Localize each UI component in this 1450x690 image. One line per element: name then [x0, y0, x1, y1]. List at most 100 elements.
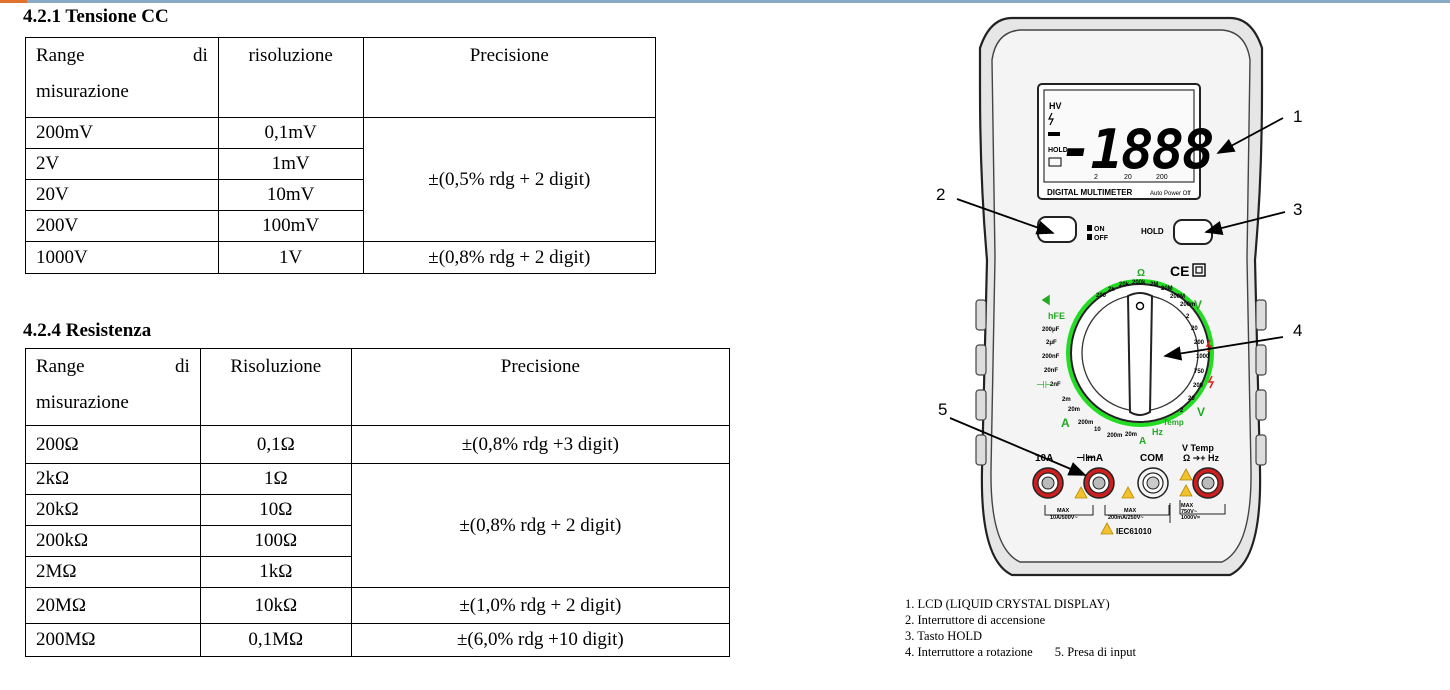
lcd-digits: -1888 [1060, 118, 1213, 181]
cell-range: 200kΩ [25, 525, 201, 557]
header-line [27, 0, 1450, 3]
current-ua-icon: A [1139, 436, 1146, 447]
max-10a-2: 10A/500V~ [1050, 515, 1078, 521]
jack-label-vsym: Ω ➔+ Hz [1183, 453, 1220, 463]
leader-1 [1216, 117, 1284, 154]
table-row: 200MΩ 0,1MΩ ±(6,0% rdg +10 digit) [25, 623, 731, 657]
callout-4: 4 [1293, 321, 1302, 340]
cell-precision: ±(6,0% rdg +10 digit) [350, 623, 731, 657]
cell-range: 2kΩ [25, 463, 201, 495]
dial-c2n: 2nF [1050, 382, 1061, 388]
dial-m20m: 20m [1125, 432, 1137, 438]
jack-label-com: COM [1140, 453, 1163, 464]
dial-200k: 200k [1132, 280, 1146, 286]
dial-20M: 20M [1161, 286, 1173, 292]
dial-c20n: 20nF [1044, 368, 1058, 374]
header-range: Range di misurazione [25, 37, 219, 118]
dial-c200n: 200nF [1042, 354, 1060, 360]
dial-dcv-200: 200 [1194, 340, 1205, 346]
callout-3: 3 [1293, 200, 1302, 219]
diode-icon [1041, 294, 1050, 306]
header-precision: Precisione [362, 37, 657, 118]
lcd-screen [1043, 89, 1195, 183]
dial-2m: 2m [1062, 397, 1071, 403]
hv-bolt-icon [1048, 112, 1054, 126]
legend-line-1: 1. LCD (LIQUID CRYSTAL DISPLAY) [905, 597, 1110, 611]
leader-2 [956, 198, 1055, 235]
dial-c2u: 2μF [1046, 340, 1057, 346]
dial-20m: 20m [1068, 407, 1080, 413]
table-row: 20V 10mV [25, 179, 656, 211]
cell-range: 2V [25, 148, 219, 180]
dial-hz: Hz [1152, 427, 1163, 437]
cell-precision: ±(0,8% rdg + 2 digit) [362, 241, 657, 274]
cell-range: 2MΩ [25, 556, 201, 588]
hold-indicator: HOLD [1048, 147, 1068, 154]
auto-off-text: Auto Power Off [1150, 191, 1191, 197]
legend-item-5: 5. Presa di input [1054, 645, 1136, 659]
lcd-scale-20: 20 [1124, 174, 1132, 181]
max-v-3: 1000V= [1181, 515, 1200, 521]
cell-resolution: 0,1Ω [199, 425, 352, 464]
max-ma-2: 200mA/250V~ [1108, 515, 1144, 521]
legend-item-4: 4. Interruttore a rotazione [905, 645, 1033, 659]
dial-2k: 2k [1108, 287, 1115, 293]
callout-5: 5 [938, 400, 947, 419]
cell-range: 200V [25, 210, 219, 242]
callout-1: 1 [1293, 107, 1302, 126]
cell-precision: ±(0,8% rdg + 2 digit) [350, 463, 731, 588]
jack-label-ma: mA [1087, 453, 1103, 464]
standard-label: IEC61010 [1116, 527, 1152, 536]
capacitor-icon: ⊣⊢ [1036, 380, 1053, 391]
danger-bolt-icon-2 [1207, 375, 1215, 389]
dial-knob-grip[interactable] [1126, 292, 1154, 416]
cell-resolution: 0,1MΩ [199, 623, 352, 657]
callout-2: 2 [936, 185, 945, 204]
cell-range: 20V [25, 179, 219, 211]
legend-line-2: 2. Interruttore di accensione [905, 613, 1046, 627]
dial-20k: 20k [1119, 282, 1130, 288]
dial-dcv-200m: 200m [1180, 302, 1195, 308]
ce-mark: CE [1170, 263, 1189, 279]
cell-precision: ±(0,5% rdg + 2 digit) [362, 117, 657, 242]
header-rule [0, 0, 1450, 3]
capacitor-symbol: ⊣⊢ [1076, 453, 1094, 464]
dial-acv-2: 2 [1180, 408, 1184, 414]
table-row: 2kΩ 1Ω ±(0,8% rdg + 2 digit) [25, 463, 731, 588]
dial-a10: 10 [1094, 427, 1101, 433]
lcd-scale-2: 2 [1094, 174, 1098, 181]
dial-hfe: hFE [1048, 311, 1065, 321]
dial-dcv-2: 2 [1186, 314, 1190, 320]
leader-3 [1204, 211, 1286, 236]
cell-range: 20kΩ [25, 494, 201, 526]
on-label: ON [1094, 226, 1105, 233]
dial-dcv-20: 20 [1191, 326, 1198, 332]
minus-segment [1048, 132, 1060, 136]
warning-icons [1074, 468, 1193, 535]
jack-com[interactable] [1137, 467, 1169, 499]
table-row: 200kΩ 100Ω [25, 525, 730, 557]
jack-v[interactable] [1192, 467, 1224, 499]
dial-200M: 200M [1170, 294, 1185, 300]
dial-a200m: 200m [1078, 420, 1093, 426]
section-title-dc-voltage: 4.2.1 Tensione CC [23, 6, 169, 27]
dial-m200m: 200m [1107, 433, 1122, 439]
max-v-1: MAX [1181, 503, 1194, 509]
current-a-icon: A [1061, 416, 1070, 430]
dial-c200u: 200μF [1042, 327, 1060, 333]
dcv-v-icon: V [1194, 298, 1202, 312]
jack-label-vtemp: V Temp [1182, 443, 1214, 453]
lcd-scale-200: 200 [1156, 174, 1168, 181]
section-title-resistance: 4.2.4 Resistenza [23, 320, 152, 341]
leader-5 [949, 417, 1087, 476]
hold-label: HOLD [1141, 227, 1164, 236]
header-resolution: Risoluzione [199, 348, 352, 426]
cell-range: 1000V [25, 241, 219, 274]
jack-10a[interactable] [1032, 467, 1064, 499]
grip-ridges [975, 299, 1267, 466]
jack-ma[interactable] [1083, 467, 1115, 499]
dial-ohm: Ω [1137, 268, 1145, 279]
dial-acv-750: 750 [1194, 369, 1205, 375]
legend-line-3: 3. Tasto HOLD [905, 629, 983, 643]
dc-voltage-table: Range di misurazione risoluzione Precisio… [25, 37, 657, 274]
